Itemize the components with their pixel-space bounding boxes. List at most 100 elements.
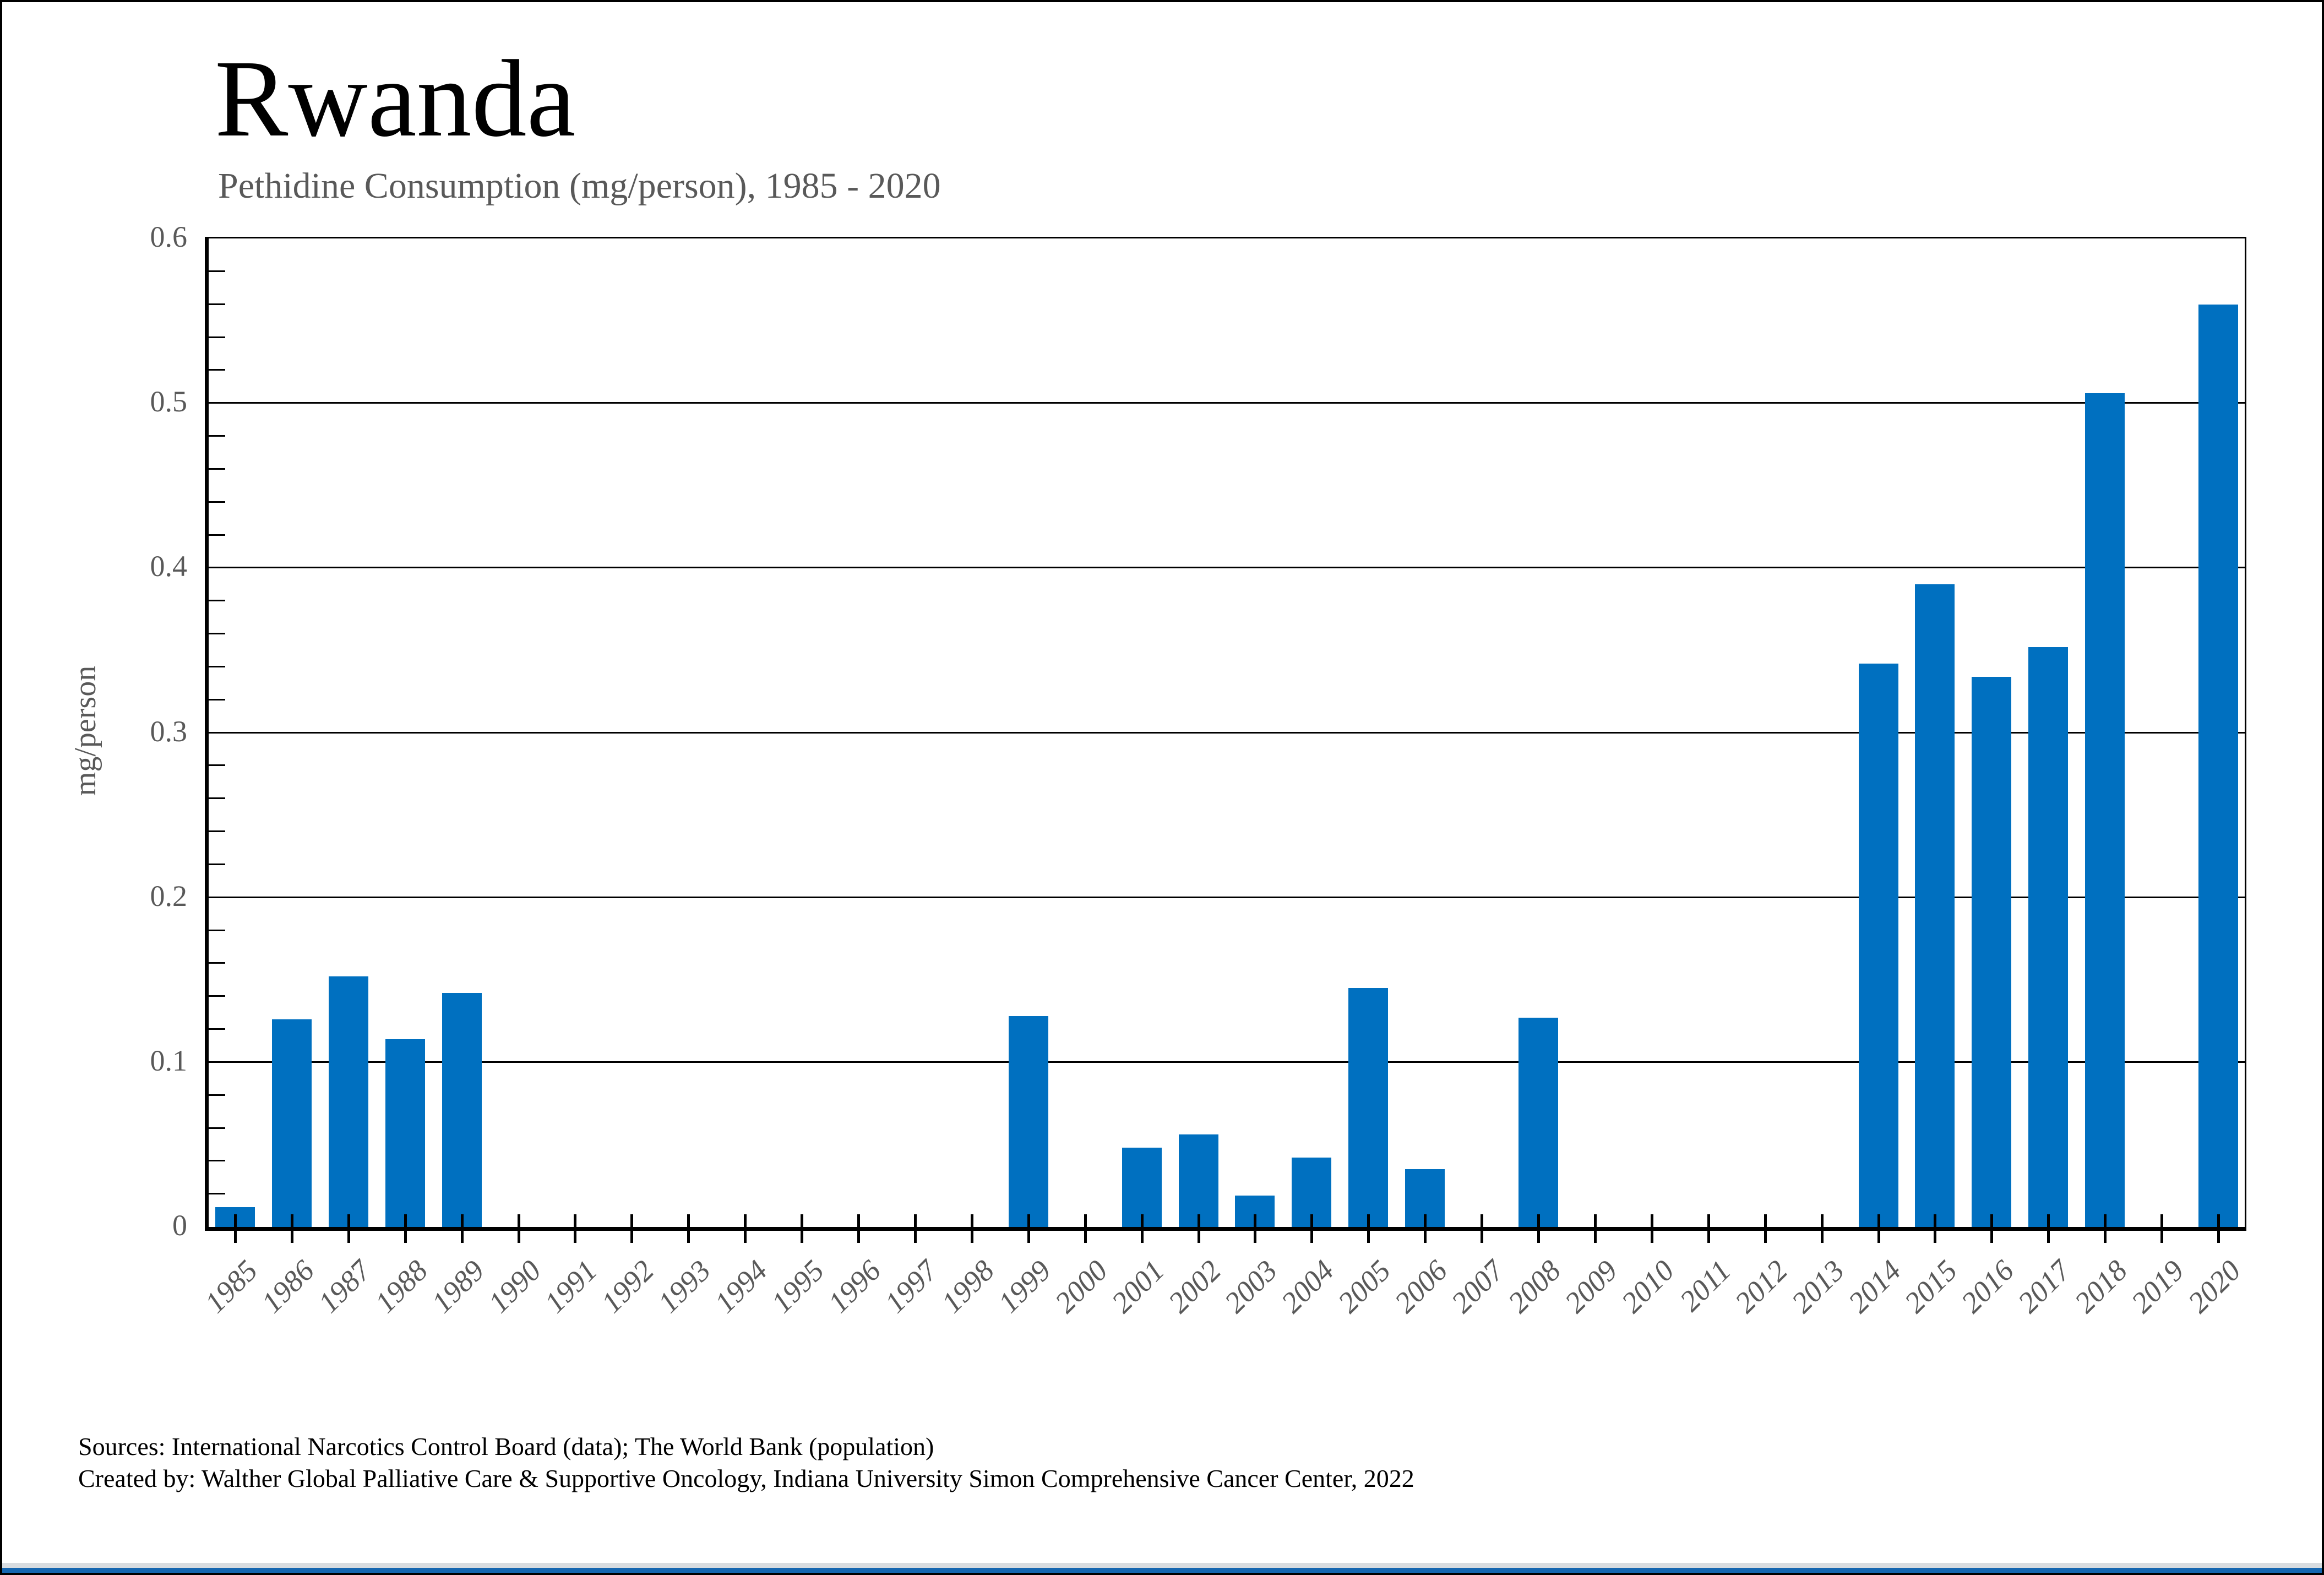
bar-2014 xyxy=(1858,663,1898,1227)
x-tick-1991 xyxy=(574,1214,577,1243)
x-tick-2002 xyxy=(1197,1214,1200,1243)
y-minor-tick xyxy=(209,962,225,964)
x-label-1999: 1999 xyxy=(992,1253,1057,1319)
y-minor-tick xyxy=(209,797,225,800)
x-tick-2003 xyxy=(1254,1214,1257,1243)
x-axis-tick-labels: 1985 1986 1987 1988 1989 1990 1991 1992 1993 1994… xyxy=(198,1229,2247,1427)
x-label-2003: 2003 xyxy=(1218,1253,1284,1319)
x-tick-1988 xyxy=(404,1214,407,1243)
y-minor-tick xyxy=(209,1160,225,1162)
y-minor-tick xyxy=(209,764,225,767)
y-minor-tick xyxy=(209,929,225,931)
bar-2002 xyxy=(1178,1134,1218,1227)
x-tick-1990 xyxy=(517,1214,520,1243)
x-tick-2014 xyxy=(1877,1214,1880,1243)
plot-area xyxy=(205,237,2246,1243)
x-label-2010: 2010 xyxy=(1615,1253,1680,1319)
x-tick-1986 xyxy=(290,1214,293,1243)
source-note: Sources: International Narcotics Control… xyxy=(78,1431,1414,1495)
gridline-0.2 xyxy=(209,896,2245,898)
x-tick-2010 xyxy=(1650,1214,1653,1243)
x-label-1986: 1986 xyxy=(255,1253,321,1319)
y-minor-tick xyxy=(209,633,225,634)
x-tick-1998 xyxy=(970,1214,973,1243)
x-label-2005: 2005 xyxy=(1331,1253,1397,1319)
y-minor-tick xyxy=(209,336,225,338)
x-label-1991: 1991 xyxy=(538,1253,604,1319)
x-tick-1989 xyxy=(460,1214,464,1243)
y-label-0.3: 0.3 xyxy=(150,714,188,748)
x-tick-1995 xyxy=(801,1214,804,1243)
bar-1988 xyxy=(385,1039,425,1227)
y-minor-tick xyxy=(209,303,225,305)
x-label-2012: 2012 xyxy=(1728,1253,1794,1319)
x-label-2020: 2020 xyxy=(2181,1253,2247,1319)
bar-2018 xyxy=(2085,393,2125,1227)
bar-1986 xyxy=(271,1019,312,1227)
gridline-0.3 xyxy=(209,731,2245,734)
x-tick-2008 xyxy=(1537,1214,1541,1243)
x-label-1985: 1985 xyxy=(198,1253,264,1319)
x-label-2014: 2014 xyxy=(1841,1253,1907,1319)
x-label-2019: 2019 xyxy=(2125,1253,2191,1319)
y-label-0.5: 0.5 xyxy=(150,385,188,419)
y-minor-tick xyxy=(209,1094,225,1096)
x-label-1987: 1987 xyxy=(312,1253,377,1319)
x-tick-1992 xyxy=(630,1214,634,1243)
bar-1999 xyxy=(1008,1016,1048,1227)
x-label-1993: 1993 xyxy=(651,1253,717,1319)
y-minor-tick xyxy=(209,665,225,667)
x-label-2016: 2016 xyxy=(1955,1253,2021,1319)
x-label-1990: 1990 xyxy=(481,1253,547,1319)
x-tick-1993 xyxy=(687,1214,690,1243)
x-tick-1985 xyxy=(234,1214,237,1243)
y-minor-tick xyxy=(209,468,225,470)
bar-2020 xyxy=(2198,304,2238,1227)
y-label-0.4: 0.4 xyxy=(150,550,188,583)
chart-title: Rwanda xyxy=(215,38,576,160)
x-label-1992: 1992 xyxy=(595,1253,661,1319)
x-tick-2015 xyxy=(1934,1214,1937,1243)
bar-2005 xyxy=(1348,988,1389,1227)
x-tick-2020 xyxy=(2217,1214,2220,1243)
x-tick-2000 xyxy=(1084,1214,1087,1243)
y-label-0.1: 0.1 xyxy=(150,1044,188,1077)
x-tick-1996 xyxy=(857,1214,861,1243)
chart-subtitle: Pethidine Consumption (mg/person), 1985 … xyxy=(218,166,941,206)
x-label-1998: 1998 xyxy=(935,1253,1001,1319)
bar-2017 xyxy=(2028,647,2069,1227)
x-label-2007: 2007 xyxy=(1445,1253,1511,1319)
y-minor-tick xyxy=(209,1193,225,1195)
x-label-1989: 1989 xyxy=(424,1253,491,1319)
x-label-2011: 2011 xyxy=(1673,1253,1737,1318)
y-minor-tick xyxy=(209,369,225,371)
x-tick-2005 xyxy=(1367,1214,1370,1243)
x-label-1995: 1995 xyxy=(765,1253,831,1319)
bar-2008 xyxy=(1519,1018,1559,1227)
x-label-2002: 2002 xyxy=(1161,1253,1227,1319)
y-minor-tick xyxy=(209,534,225,536)
x-label-2000: 2000 xyxy=(1048,1253,1114,1319)
bar-2001 xyxy=(1122,1148,1162,1227)
x-tick-2009 xyxy=(1593,1214,1597,1243)
bar-2015 xyxy=(1915,584,1955,1227)
x-tick-1994 xyxy=(744,1214,747,1243)
bar-1989 xyxy=(442,993,482,1227)
y-axis-tick-labels: 0 0.1 0.2 0.3 0.4 0.5 0.6 xyxy=(0,220,188,1242)
x-tick-1999 xyxy=(1027,1214,1030,1243)
x-tick-2011 xyxy=(1707,1214,1710,1243)
x-label-2017: 2017 xyxy=(2011,1253,2077,1319)
x-label-2013: 2013 xyxy=(1784,1253,1851,1319)
x-tick-2018 xyxy=(2104,1214,2107,1243)
y-minor-tick xyxy=(209,501,225,503)
x-tick-1987 xyxy=(347,1214,350,1243)
bottom-strip-gray xyxy=(0,1563,2324,1568)
bottom-strip-blue xyxy=(0,1568,2324,1575)
y-minor-tick xyxy=(209,830,225,832)
y-label-0.2: 0.2 xyxy=(150,879,188,913)
x-label-2001: 2001 xyxy=(1104,1253,1171,1319)
y-minor-tick xyxy=(209,1028,225,1030)
y-minor-tick xyxy=(209,863,225,865)
x-label-2006: 2006 xyxy=(1388,1253,1454,1319)
x-label-2009: 2009 xyxy=(1558,1253,1624,1319)
